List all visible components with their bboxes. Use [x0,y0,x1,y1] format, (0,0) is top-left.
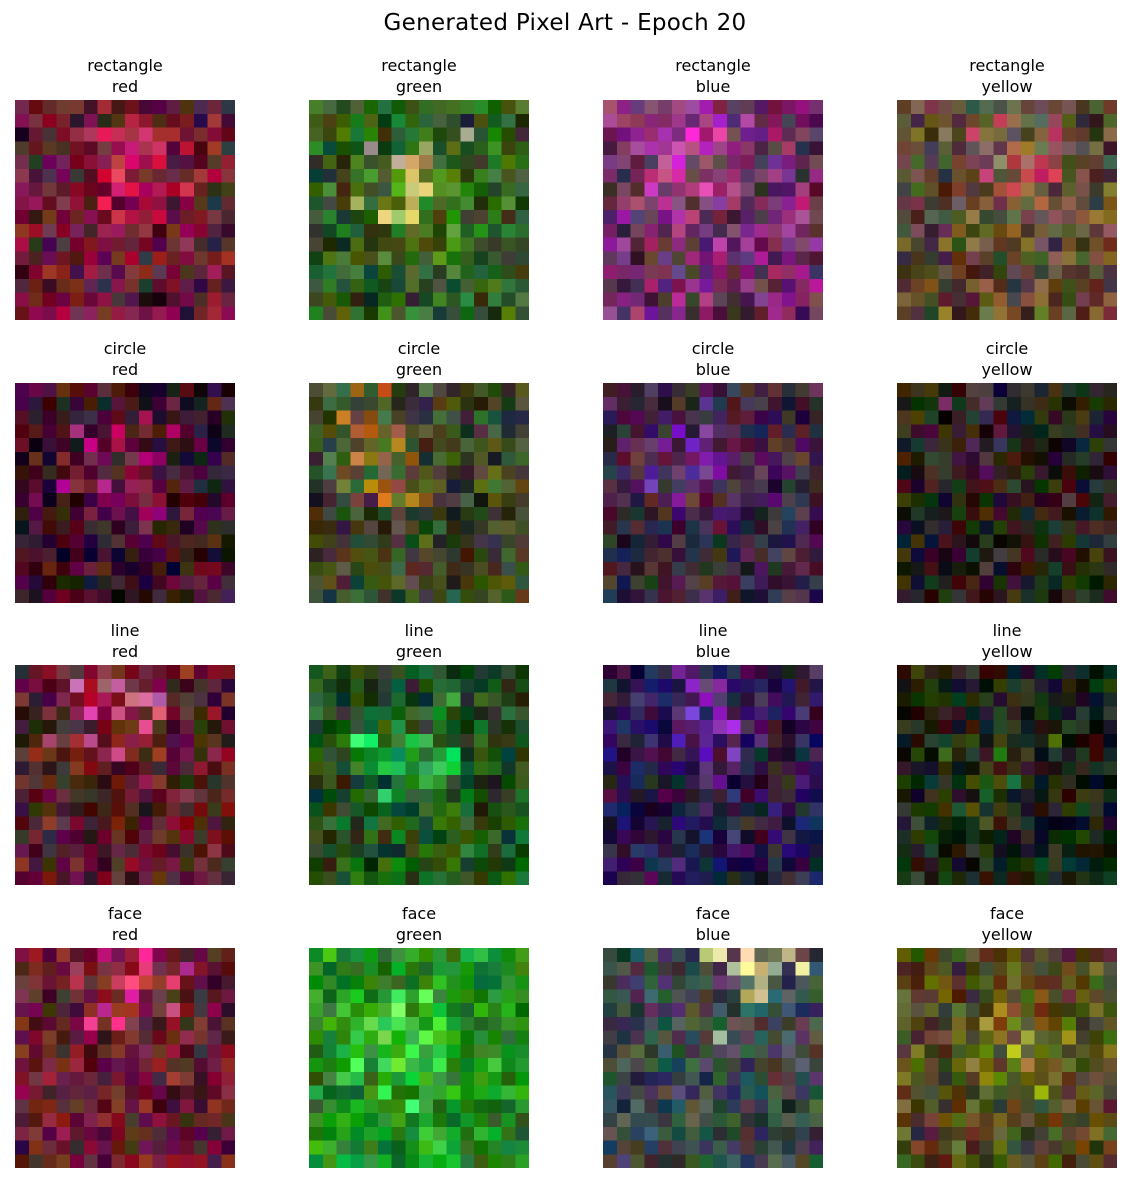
panel-color-label: yellow [981,925,1033,944]
panel-face-green: face green [309,903,529,1168]
panel-color-label: red [111,77,139,96]
panel-label: line blue [603,620,823,665]
panel-shape-label: circle [103,339,147,358]
panel-color-label: red [111,360,139,379]
panel-shape-label: rectangle [87,56,163,75]
panel-label: line red [15,620,235,665]
generated-pixel-image [897,665,1117,885]
panel-shape-label: circle [985,339,1029,358]
panel-shape-label: line [404,621,434,640]
panel-color-label: green [395,77,443,96]
panel-shape-label: circle [691,339,735,358]
panel-color-label: red [111,925,139,944]
generated-pixel-image [603,383,823,603]
generated-pixel-image [15,665,235,885]
panel-color-label: yellow [981,77,1033,96]
panel-label: circle green [309,338,529,383]
panel-shape-label: rectangle [969,56,1045,75]
panel-circle-blue: circle blue [603,338,823,603]
panel-label: line yellow [897,620,1117,665]
panel-shape-label: face [695,904,731,923]
panel-face-blue: face blue [603,903,823,1168]
panel-shape-label: circle [397,339,441,358]
panel-shape-label: rectangle [675,56,751,75]
generated-pixel-image [15,383,235,603]
panel-color-label: blue [695,360,731,379]
panel-color-label: yellow [981,360,1033,379]
generated-pixel-image [309,948,529,1168]
panel-label: face red [15,903,235,948]
panel-color-label: red [111,642,139,661]
panel-label: face green [309,903,529,948]
generated-pixel-image [309,665,529,885]
panel-circle-yellow: circle yellow [897,338,1117,603]
panel-color-label: green [395,925,443,944]
figure-title: Generated Pixel Art - Epoch 20 [383,10,747,36]
panel-label: rectangle green [309,55,529,100]
generated-pixel-image [15,100,235,320]
panel-line-yellow: line yellow [897,620,1117,885]
panel-label: rectangle blue [603,55,823,100]
panel-shape-label: face [989,904,1025,923]
panel-shape-label: line [992,621,1022,640]
panel-label: face yellow [897,903,1117,948]
panel-color-label: green [395,642,443,661]
panel-line-green: line green [309,620,529,885]
generated-pixel-image [603,948,823,1168]
panel-label: line green [309,620,529,665]
panel-shape-label: face [401,904,437,923]
panel-color-label: yellow [981,642,1033,661]
generated-pixel-image [603,665,823,885]
panel-label: circle yellow [897,338,1117,383]
panel-label: circle red [15,338,235,383]
panel-circle-red: circle red [15,338,235,603]
panel-rectangle-yellow: rectangle yellow [897,55,1117,320]
panel-shape-label: face [107,904,143,923]
panel-rectangle-red: rectangle red [15,55,235,320]
generated-pixel-image [309,100,529,320]
panel-shape-label: line [110,621,140,640]
panel-label: face blue [603,903,823,948]
panel-face-yellow: face yellow [897,903,1117,1168]
panel-color-label: blue [695,77,731,96]
panel-label: circle blue [603,338,823,383]
panel-face-red: face red [15,903,235,1168]
generated-pixel-image [15,948,235,1168]
panel-line-red: line red [15,620,235,885]
panel-rectangle-green: rectangle green [309,55,529,320]
generated-pixel-image [897,383,1117,603]
panel-rectangle-blue: rectangle blue [603,55,823,320]
panel-shape-label: line [698,621,728,640]
generated-pixel-image [897,100,1117,320]
generated-pixel-image [897,948,1117,1168]
generated-pixel-image [603,100,823,320]
panel-circle-green: circle green [309,338,529,603]
panel-color-label: green [395,360,443,379]
panel-label: rectangle red [15,55,235,100]
panel-color-label: blue [695,642,731,661]
panel-color-label: blue [695,925,731,944]
panel-label: rectangle yellow [897,55,1117,100]
panel-shape-label: rectangle [381,56,457,75]
panel-line-blue: line blue [603,620,823,885]
generated-pixel-image [309,383,529,603]
